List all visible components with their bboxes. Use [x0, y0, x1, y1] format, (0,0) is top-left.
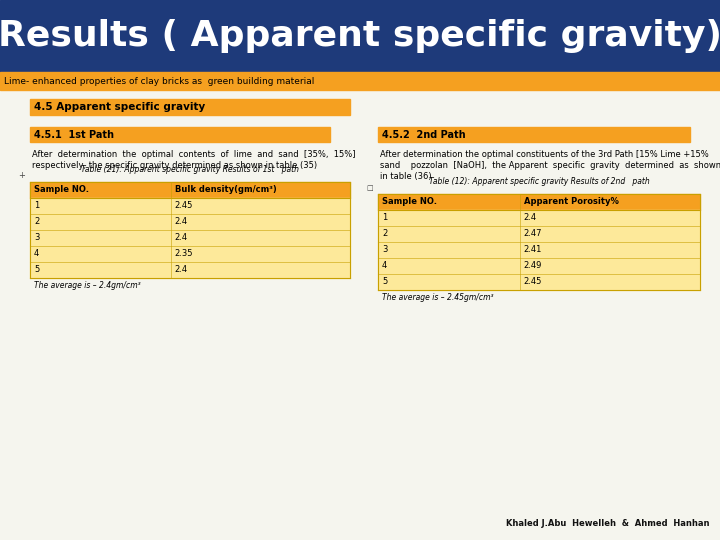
Text: Khaled J.Abu  Hewelleh  &  Ahmed  Hanhan: Khaled J.Abu Hewelleh & Ahmed Hanhan [506, 519, 710, 528]
Text: 4.5.2  2nd Path: 4.5.2 2nd Path [382, 130, 466, 139]
Text: Lime- enhanced properties of clay bricks as  green building material: Lime- enhanced properties of clay bricks… [4, 77, 315, 85]
Bar [378, 258, 700, 274]
Text: 4.5 Apparent specific gravity: 4.5 Apparent specific gravity [34, 102, 205, 112]
Text: 5: 5 [34, 266, 40, 274]
Text: +: + [19, 172, 25, 180]
Bar [0, 72, 720, 90]
Text: 4.5.1  1st Path: 4.5.1 1st Path [34, 130, 114, 139]
Bar [30, 127, 330, 142]
Text: in table (36): in table (36) [380, 172, 431, 181]
Bar [0, 0, 720, 72]
Text: Results ( Apparent specific gravity): Results ( Apparent specific gravity) [0, 19, 720, 53]
Text: sand    pozzolan  [NaOH],  the Apparent  specific  gravity  determined  as  show: sand pozzolan [NaOH], the Apparent speci… [380, 161, 720, 170]
Text: 1: 1 [382, 213, 387, 222]
Text: 4: 4 [34, 249, 40, 259]
Text: 2.45: 2.45 [523, 278, 542, 287]
Text: Sample NO.: Sample NO. [34, 186, 89, 194]
Text: Table (12): Apparent specific gravity Results of 2nd   path: Table (12): Apparent specific gravity Re… [428, 177, 649, 186]
Bar [30, 246, 350, 262]
Text: Bulk density(gm/cm³): Bulk density(gm/cm³) [175, 186, 276, 194]
Bar [378, 194, 700, 210]
Text: 2.4: 2.4 [175, 266, 188, 274]
Text: 5: 5 [382, 278, 387, 287]
Bar [378, 127, 690, 142]
Text: respectively, the specific gravity determined as shown in table (35): respectively, the specific gravity deter… [32, 161, 317, 170]
Text: 2.45: 2.45 [175, 201, 193, 211]
Text: 2: 2 [34, 218, 40, 226]
Text: 1: 1 [34, 201, 40, 211]
Bar [30, 99, 350, 115]
Text: After determination the optimal constituents of the 3rd Path [15% Lime +15%: After determination the optimal constitu… [380, 150, 708, 159]
Text: □: □ [366, 185, 373, 191]
Text: 2.41: 2.41 [523, 246, 542, 254]
Text: 2.35: 2.35 [175, 249, 193, 259]
Bar [30, 182, 350, 198]
Text: 2.4: 2.4 [523, 213, 537, 222]
Text: 3: 3 [382, 246, 387, 254]
Text: The average is – 2.45gm/cm³: The average is – 2.45gm/cm³ [382, 293, 493, 302]
Text: 2: 2 [382, 230, 387, 239]
Text: 4: 4 [382, 261, 387, 271]
Text: Apparent Porosity%: Apparent Porosity% [523, 198, 618, 206]
Bar [0, 90, 720, 540]
Bar [30, 198, 350, 214]
Text: Sample NO.: Sample NO. [382, 198, 437, 206]
Bar [30, 214, 350, 230]
Text: After  determination  the  optimal  contents  of  lime  and  sand  [35%,  15%]: After determination the optimal contents… [32, 150, 356, 159]
Bar [378, 226, 700, 242]
Text: 2.47: 2.47 [523, 230, 542, 239]
Text: 3: 3 [34, 233, 40, 242]
Bar [378, 242, 700, 258]
Text: Table (21): Apparent specific gravity Results of 1st   path: Table (21): Apparent specific gravity Re… [81, 165, 299, 174]
Text: 2.4: 2.4 [175, 233, 188, 242]
Text: The average is – 2.4gm/cm³: The average is – 2.4gm/cm³ [34, 281, 140, 290]
Bar [30, 262, 350, 278]
Bar [378, 274, 700, 290]
Bar [378, 210, 700, 226]
Text: 2.4: 2.4 [175, 218, 188, 226]
Text: 2.49: 2.49 [523, 261, 542, 271]
Bar [30, 230, 350, 246]
